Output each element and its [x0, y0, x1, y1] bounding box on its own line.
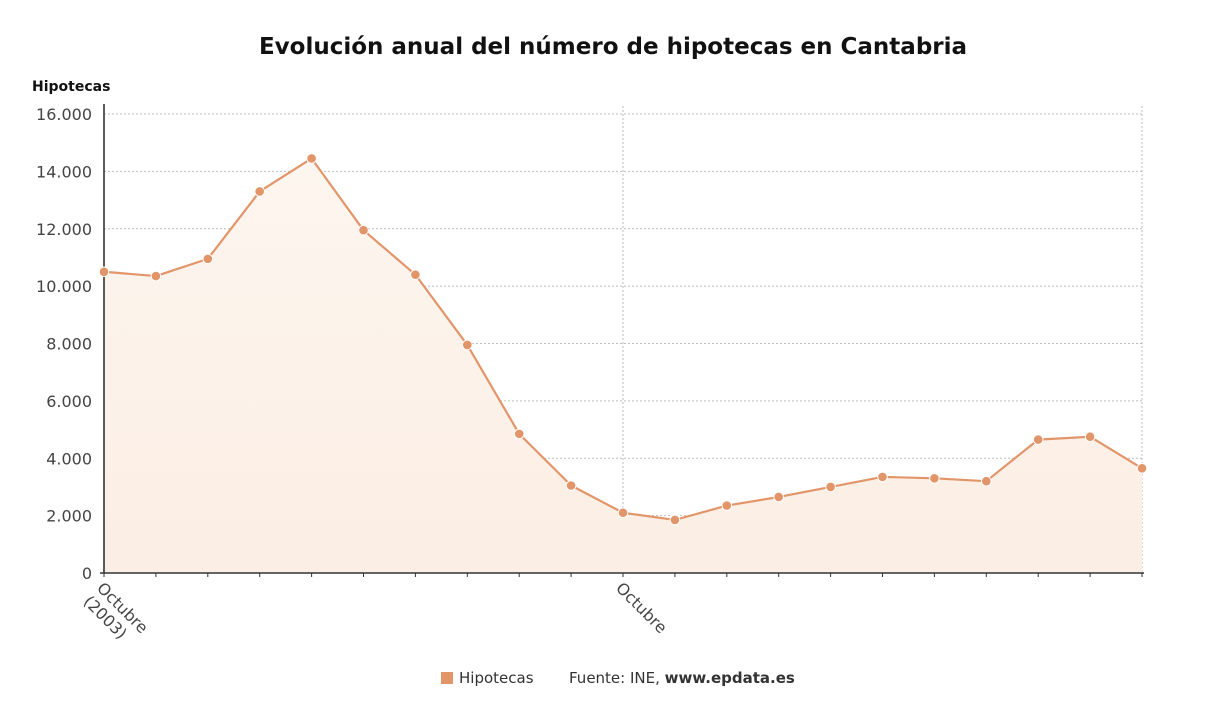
- x-tick-label-line: Octubre: [612, 578, 671, 637]
- data-point[interactable]: [669, 514, 681, 526]
- data-point[interactable]: [98, 266, 110, 278]
- y-tick-label: 0: [82, 564, 92, 583]
- data-point[interactable]: [462, 339, 473, 351]
- data-point[interactable]: [617, 507, 629, 519]
- data-point[interactable]: [254, 186, 266, 197]
- data-point[interactable]: [1136, 462, 1148, 474]
- data-point[interactable]: [150, 270, 162, 282]
- y-tick-label: 8.000: [46, 335, 92, 354]
- data-point[interactable]: [565, 480, 577, 491]
- data-point[interactable]: [513, 428, 525, 440]
- data-point[interactable]: [202, 253, 214, 265]
- y-axis-label: Hipotecas: [32, 79, 110, 95]
- y-tick-label: 10.000: [36, 277, 92, 296]
- data-point[interactable]: [721, 500, 733, 511]
- x-tick-labels: Octubre(2003) Octubre: [80, 578, 671, 650]
- y-tick-label: 2.000: [46, 507, 92, 526]
- source-note: Fuente: INE, www.epdata.es: [569, 669, 795, 687]
- data-point[interactable]: [1032, 434, 1044, 445]
- y-tick-label: 12.000: [36, 220, 92, 239]
- data-point[interactable]: [306, 153, 317, 164]
- data-point[interactable]: [877, 471, 888, 483]
- data-point[interactable]: [981, 475, 992, 487]
- legend-label-hipotecas: Hipotecas: [459, 669, 534, 687]
- chart-title: Evolución anual del número de hipotecas …: [259, 34, 967, 60]
- legend: Hipotecas Fuente: INE, www.epdata.es: [441, 669, 795, 687]
- x-tick-label: Octubre: [612, 578, 671, 637]
- data-point[interactable]: [929, 473, 940, 484]
- series-area: [104, 158, 1142, 573]
- y-tick-label: 4.000: [46, 449, 92, 468]
- y-tick-label: 6.000: [46, 392, 92, 411]
- data-point[interactable]: [825, 481, 836, 493]
- data-point[interactable]: [773, 491, 785, 503]
- data-point[interactable]: [358, 224, 369, 236]
- x-tick-label: Octubre(2003): [80, 578, 152, 650]
- legend-swatch-hipotecas: [441, 672, 453, 684]
- y-tick-label: 14.000: [36, 162, 92, 181]
- series-points: [98, 153, 1148, 526]
- y-tick-label: 16.000: [36, 105, 92, 124]
- y-tick-labels: 0 2.000 4.000 6.000 8.000 10.000 12.000 14.000 1…: [36, 105, 92, 583]
- source-link[interactable]: www.epdata.es: [665, 669, 795, 687]
- source-prefix: Fuente: INE,: [569, 669, 665, 687]
- data-point[interactable]: [410, 269, 421, 280]
- data-point[interactable]: [1084, 431, 1096, 443]
- axes: [100, 104, 1144, 577]
